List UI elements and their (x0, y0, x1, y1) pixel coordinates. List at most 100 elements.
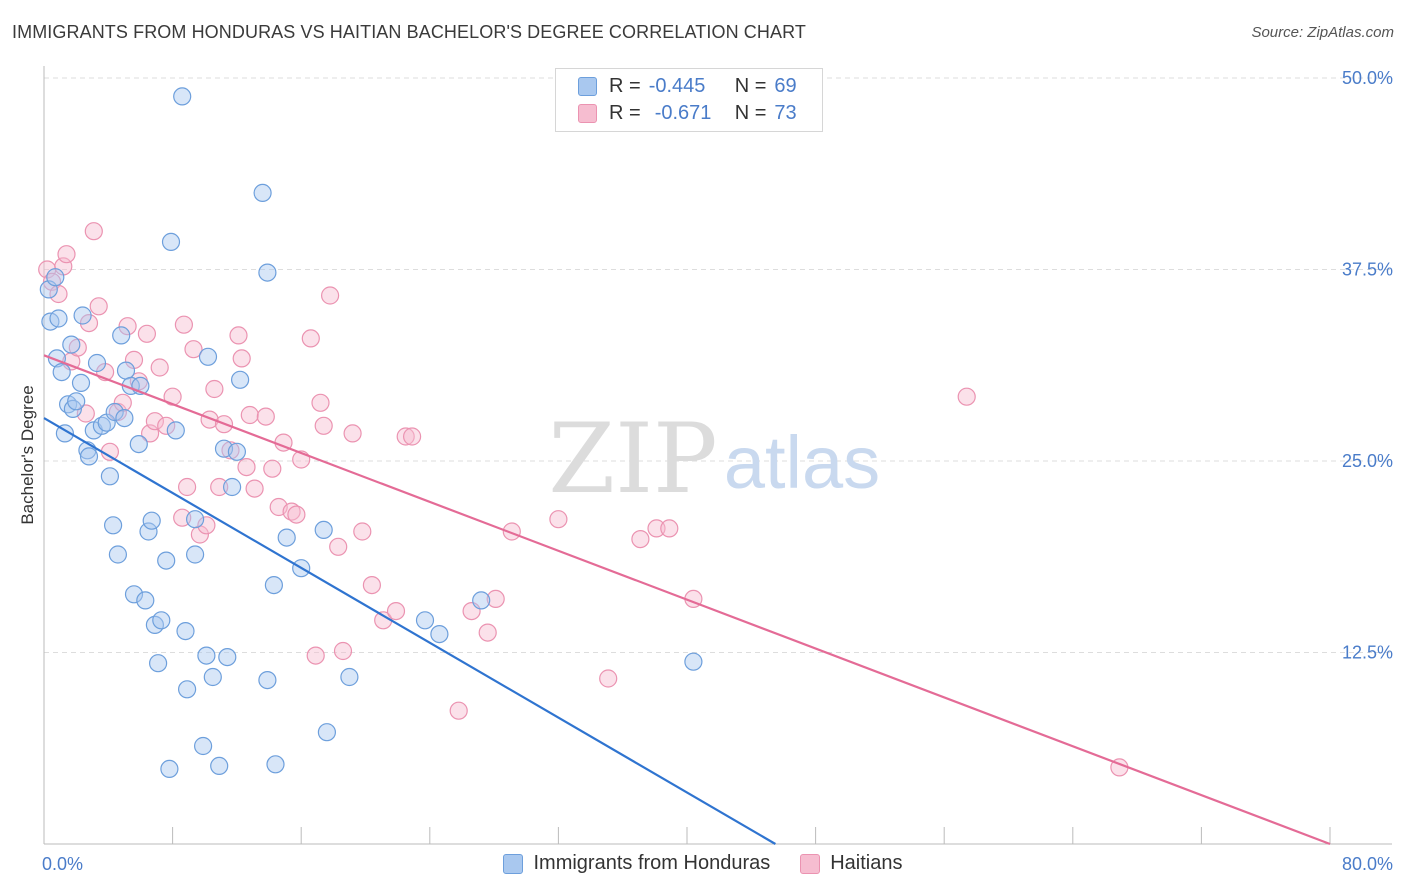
honduras-point (145, 615, 164, 635)
honduras-point (472, 591, 491, 610)
honduras-point (73, 306, 92, 325)
legend-item-haitians[interactable]: Haitians (800, 852, 903, 875)
haitians-point (256, 407, 275, 426)
honduras-point (266, 755, 285, 774)
legend-swatch-pink (800, 853, 821, 874)
haitians-point (79, 314, 99, 333)
haitians-point (263, 459, 282, 478)
y-axis-title: Bachelor's Degree (18, 385, 37, 524)
haitians-point (89, 297, 108, 316)
honduras-point (115, 409, 134, 428)
honduras-point (186, 545, 205, 564)
honduras-point (52, 363, 71, 382)
haitians-point (599, 669, 618, 688)
honduras-point (71, 373, 91, 392)
honduras-point (112, 326, 131, 345)
series-legend: Immigrants from Honduras Haitians (0, 852, 1406, 875)
honduras-point (62, 335, 81, 354)
haitians-point (549, 510, 568, 529)
honduras-point (142, 511, 161, 530)
haitians-point (333, 641, 353, 661)
haitians-point (957, 387, 976, 406)
honduras-point (194, 736, 213, 756)
haitians-point (478, 623, 497, 642)
honduras-point (161, 232, 181, 251)
haitians-point (229, 326, 248, 345)
haitians-point (145, 412, 164, 431)
honduras-point (231, 370, 250, 389)
legend-n-value: 69 (774, 74, 797, 97)
chart-title: IMMIGRANTS FROM HONDURAS VS HAITIAN BACH… (12, 22, 806, 42)
legend-n-label: N = (734, 74, 767, 97)
legend-swatch-pink (578, 103, 597, 123)
watermark-zip: ZIP (548, 403, 717, 515)
haitians-point (396, 427, 415, 446)
legend-item-honduras[interactable]: Immigrants from Honduras (503, 852, 770, 875)
haitians-point (282, 502, 301, 521)
y-tick-label: 25.0% (1342, 451, 1393, 471)
legend-r-value: -0.445 (648, 74, 706, 97)
honduras-point (178, 680, 197, 699)
haitians-trend-line (43, 354, 1331, 846)
honduras-trend-line (43, 417, 776, 845)
honduras-point (258, 263, 277, 282)
x-tick-label: 80.0% (1342, 854, 1393, 874)
honduras-point (129, 435, 148, 454)
honduras-point (430, 624, 449, 644)
haitians-point (157, 416, 176, 435)
honduras-point (108, 545, 128, 564)
legend-row-honduras: R = -0.445 N = 69 (578, 73, 797, 99)
haitians-point (150, 358, 169, 377)
honduras-point (124, 585, 144, 604)
honduras-point (253, 183, 272, 202)
haitians-point (301, 329, 320, 348)
haitians-point (200, 410, 219, 429)
correlation-legend: R = -0.445 N = 69 R = -0.671 N = 73 (555, 68, 823, 132)
haitians-point (232, 349, 251, 368)
haitians-point (237, 458, 256, 477)
haitians-point (197, 516, 216, 535)
axes (43, 66, 1392, 845)
legend-row-haitians: R = -0.671 N = 73 (578, 100, 797, 126)
series-honduras-points (39, 87, 703, 779)
haitians-point (353, 522, 372, 541)
legend-r-label: R = (609, 74, 641, 97)
haitians-point (210, 477, 229, 497)
legend-swatch-blue (503, 853, 524, 874)
haitians-point (57, 245, 76, 264)
haitians-point (137, 324, 156, 343)
haitians-point (403, 427, 422, 446)
haitians-point (647, 519, 666, 538)
haitians-point (174, 315, 193, 334)
honduras-point (223, 477, 242, 497)
haitians-point (84, 222, 103, 241)
honduras-point (317, 723, 336, 742)
honduras-point (227, 442, 246, 461)
haitians-point (321, 286, 340, 305)
honduras-point (198, 347, 218, 366)
haitians-point (486, 589, 505, 609)
haitians-point (205, 379, 224, 399)
haitians-point (221, 441, 240, 460)
honduras-point (87, 353, 107, 373)
honduras-point (258, 670, 277, 690)
honduras-point (100, 467, 120, 486)
y-tick-label: 37.5% (1342, 260, 1393, 280)
haitians-point (386, 601, 406, 621)
honduras-point (218, 647, 237, 667)
honduras-point (210, 756, 229, 776)
honduras-point (157, 551, 176, 570)
legend-r-value: -0.671 (654, 101, 712, 124)
legend-n-label: N = (734, 101, 767, 124)
honduras-point (176, 621, 195, 641)
x-tick-label: 0.0% (42, 854, 83, 874)
honduras-point (136, 591, 155, 610)
honduras-point (314, 520, 333, 540)
honduras-point (105, 402, 124, 422)
y-tick-label: 12.5% (1342, 643, 1393, 663)
honduras-point (116, 361, 136, 380)
haitians-point (240, 405, 259, 425)
haitians-point (184, 340, 203, 359)
honduras-point (415, 611, 435, 630)
